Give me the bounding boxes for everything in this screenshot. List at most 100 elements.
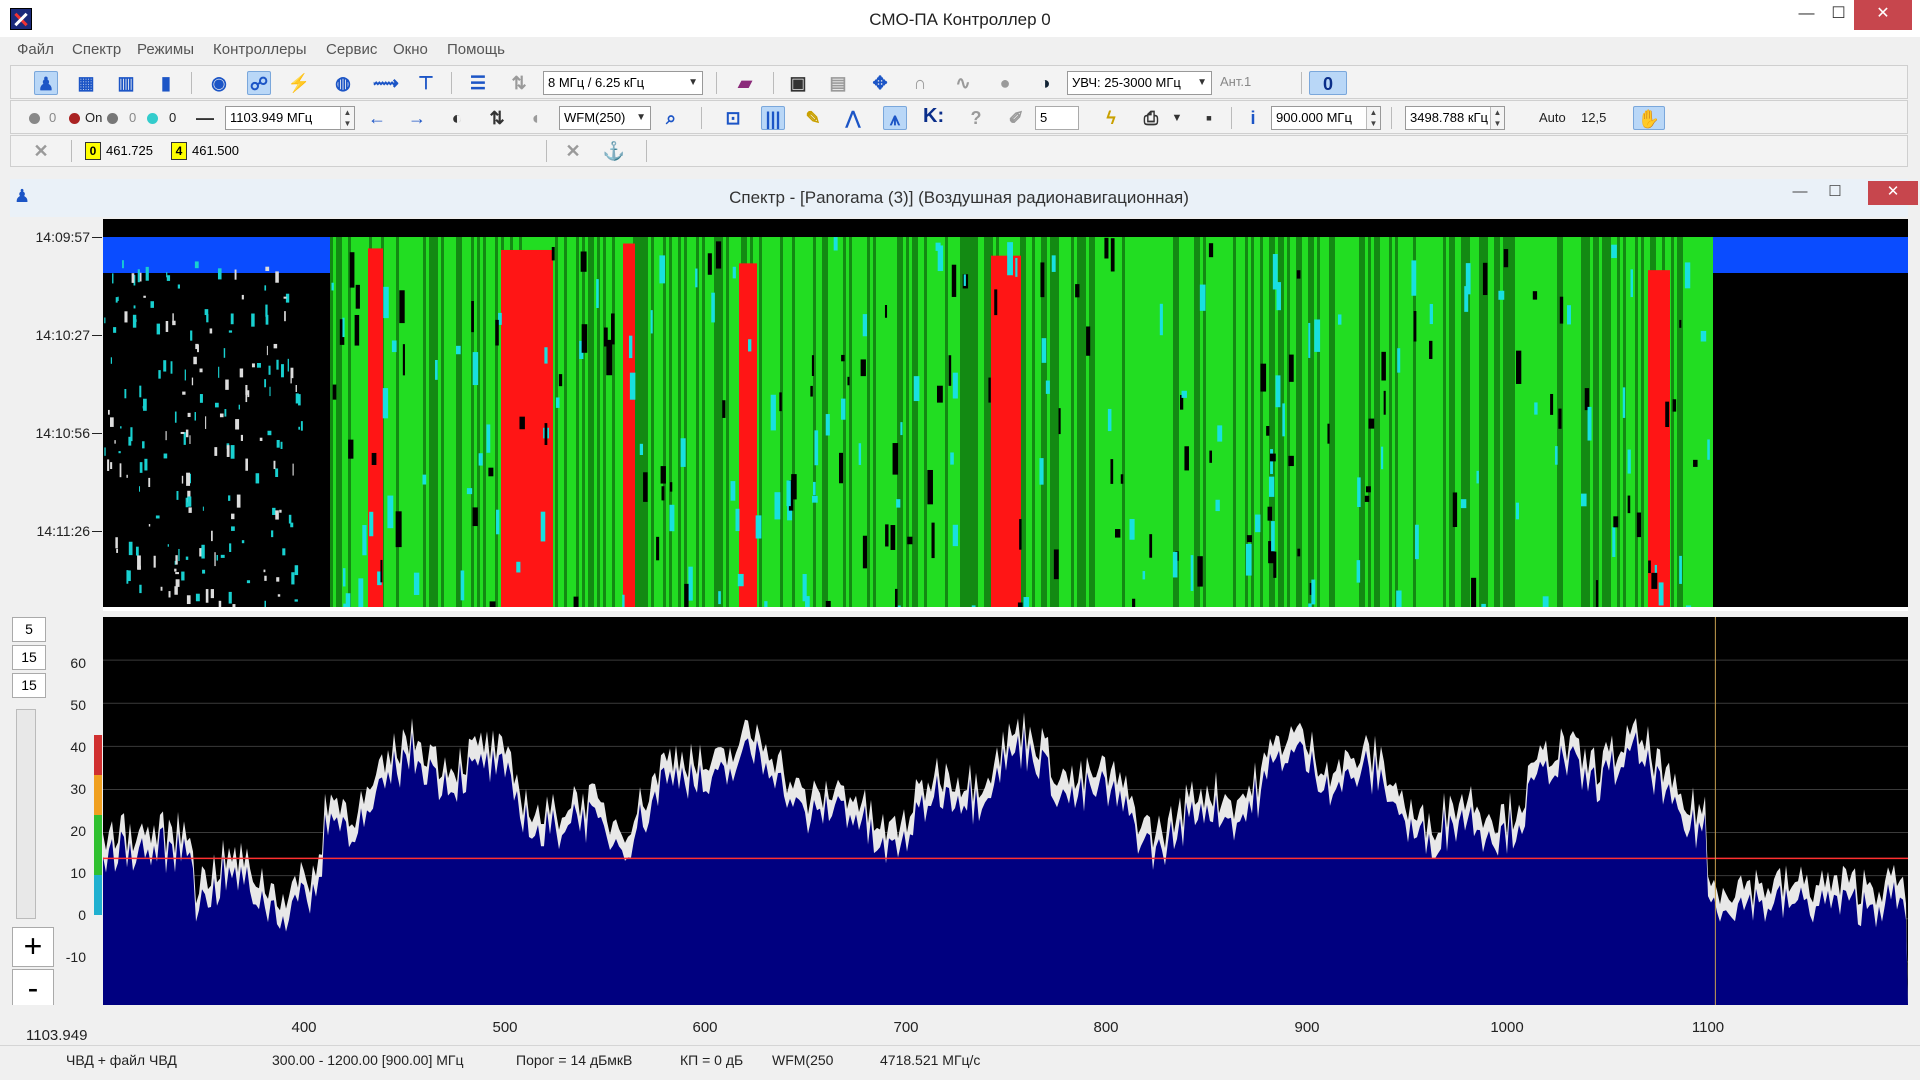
threshold-icon[interactable]: ⩚ [883, 106, 907, 130]
markers-icon[interactable]: ||| [761, 106, 785, 130]
sweep-icon[interactable]: ⟿ [373, 73, 399, 93]
gain-icon[interactable]: ⇅ [489, 108, 505, 128]
scale-box-15[interactable]: 15 [12, 645, 46, 670]
waterfall-column [432, 237, 435, 611]
maximize-button[interactable]: ☐ [1831, 5, 1846, 22]
binoculars-icon[interactable]: ☍ [247, 71, 271, 95]
spectrum-view-icon[interactable]: ♟ [34, 71, 58, 95]
marker-0[interactable]: 0 461.725 [85, 141, 153, 161]
step-input[interactable]: 3498.788 кГц ▲ ▼ [1405, 106, 1505, 130]
waterfall-speckle [579, 340, 584, 360]
marker-4[interactable]: 4 461.500 [171, 141, 239, 161]
waterfall-speckle [342, 317, 345, 338]
waterfall-signal [739, 263, 757, 611]
question-icon[interactable]: ? [970, 108, 982, 128]
record-icon[interactable]: ● [999, 73, 1011, 93]
arrow-left-icon[interactable]: ← [368, 108, 386, 128]
hand-icon[interactable]: ✋ [1633, 106, 1665, 130]
waterfall-speckle [948, 355, 952, 386]
arrow-right-icon[interactable]: → [408, 108, 426, 128]
anchor-icon[interactable]: ⚓ [602, 141, 626, 161]
devices-icon[interactable]: ▣ [789, 73, 807, 93]
waterfall-speckle [1288, 354, 1294, 382]
signal-icon[interactable]: ∿ [955, 73, 971, 93]
menu-window[interactable]: Окно [393, 41, 428, 58]
antenna-icon[interactable]: ⊤ [418, 73, 434, 93]
histogram-icon[interactable]: ▥ [117, 73, 135, 93]
waterfall-noise [181, 475, 184, 484]
draw-icon[interactable]: ✎ [805, 108, 821, 128]
zoom-in-button[interactable]: + [12, 927, 54, 967]
child-minimize-button[interactable]: — [1792, 183, 1808, 200]
minimize-button[interactable]: — [1798, 5, 1815, 22]
waterfall-speckle [629, 372, 636, 400]
waterfall-speckle [862, 535, 868, 569]
waterfall-noise [290, 522, 294, 528]
demod-select[interactable]: WFM(250) ▼ [559, 106, 651, 130]
zoom-region-icon[interactable]: ⊡ [725, 108, 741, 128]
waterfall-column [1449, 237, 1452, 611]
waterfall-speckle [711, 292, 715, 323]
scale-box-15b[interactable]: 15 [12, 673, 46, 698]
scale-box-5[interactable]: 5 [12, 617, 46, 642]
speaker-icon[interactable]: ◐ [451, 108, 463, 128]
volume-icon[interactable]: ◖ [529, 108, 541, 128]
zero-button[interactable]: 0 [1309, 71, 1347, 95]
book-icon[interactable]: ▰ [738, 73, 752, 93]
menu-help[interactable]: Помощь [447, 41, 505, 58]
list-icon[interactable]: ☰ [469, 73, 487, 93]
save-icon[interactable]: ▪ [1205, 108, 1213, 128]
info-icon[interactable]: i [1250, 108, 1256, 128]
pin-icon[interactable]: ✐ [1008, 108, 1024, 128]
app-icon[interactable] [10, 8, 32, 30]
lightning-icon[interactable]: ϟ [1106, 108, 1116, 128]
menu-file[interactable]: Файл [17, 41, 54, 58]
clear-icon[interactable]: ✕ [33, 141, 49, 161]
count-input[interactable]: 5 [1035, 106, 1079, 130]
spectrum-plot[interactable] [103, 617, 1908, 1005]
frequency-input[interactable]: 1103.949 МГц ▲ ▼ [225, 106, 355, 130]
zoom-out-button[interactable]: - [12, 969, 54, 1009]
direction-icon[interactable]: ✥ [872, 73, 888, 93]
waterfall-display[interactable] [103, 219, 1908, 611]
waterfall-speckle [707, 253, 712, 275]
clear-markers-icon[interactable]: ✕ [565, 141, 581, 161]
menu-spectrum[interactable]: Спектр [72, 41, 122, 58]
waterfall-column [636, 237, 639, 611]
print-icon[interactable]: ⎙ [1143, 108, 1159, 128]
antenna-field[interactable]: Ант.1 [1220, 74, 1252, 89]
scan-icon[interactable]: ⚡ [287, 73, 311, 93]
uvch-select[interactable]: УВЧ: 25-3000 МГц ▼ [1067, 71, 1212, 95]
bandwidth-select[interactable]: 8 МГц / 6.25 кГц ▼ [543, 71, 703, 95]
waterfall-column [1608, 237, 1611, 611]
menu-modes[interactable]: Режимы [137, 41, 195, 58]
headphones-icon[interactable]: ∩ [913, 73, 927, 93]
menu-service[interactable]: Сервис [326, 41, 378, 58]
waterfall-noise [298, 426, 300, 430]
waterfall-column [423, 237, 426, 611]
radar-icon[interactable]: ◉ [211, 73, 227, 93]
bars-icon[interactable]: ▮ [161, 73, 171, 93]
waterfall-noise [187, 496, 192, 507]
waterfall-speckle [371, 452, 377, 465]
print-dropdown-icon[interactable]: ▼ [1171, 112, 1183, 124]
grid-view-icon[interactable]: ▦ [77, 73, 95, 93]
waterfall-speckle [1684, 262, 1691, 289]
span-input[interactable]: 900.000 МГц ▲ ▼ [1271, 106, 1381, 130]
network-icon[interactable]: ▤ [829, 73, 847, 93]
contrast-icon[interactable]: ◑ [1039, 73, 1051, 93]
sort-icon[interactable]: ⇅ [511, 73, 527, 93]
child-close-button[interactable]: ✕ [1868, 181, 1918, 205]
zoom-icon[interactable]: ⌕ [665, 108, 677, 128]
child-maximize-button[interactable]: ☐ [1828, 183, 1842, 200]
waterfall-noise [115, 297, 118, 303]
peaks-icon[interactable]: ⋀ [845, 108, 861, 128]
waterfall-speckle [1075, 284, 1080, 298]
globe-icon[interactable]: ◍ [335, 73, 351, 93]
waterfall-speckle [1015, 257, 1018, 277]
waterfall-column [1443, 237, 1446, 611]
menu-controllers[interactable]: Контроллеры [213, 41, 307, 58]
line-tool-icon[interactable]: — [196, 108, 214, 128]
close-button[interactable]: ✕ [1854, 0, 1912, 30]
level-slider[interactable] [16, 709, 36, 919]
